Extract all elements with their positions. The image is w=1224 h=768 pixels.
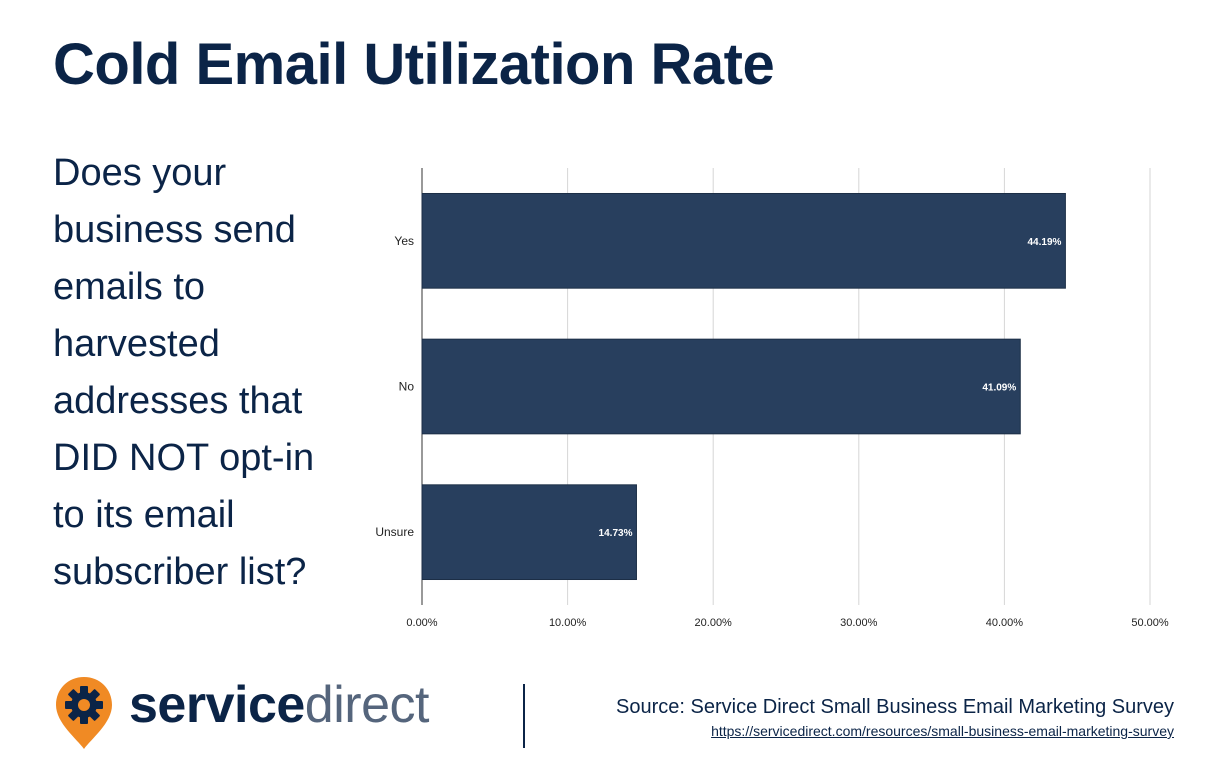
bar <box>421 192 1066 289</box>
category-label: Yes <box>394 234 414 248</box>
x-tick-label: 30.00% <box>840 617 878 629</box>
service-direct-logo: servicedirect <box>53 675 473 751</box>
x-tick-label: 20.00% <box>695 617 733 629</box>
category-label: No <box>399 380 415 394</box>
x-tick-label: 50.00% <box>1131 617 1169 629</box>
bar <box>421 338 1021 435</box>
data-label: 44.19% <box>1027 237 1061 248</box>
data-label: 41.09% <box>982 383 1016 394</box>
gear-pin-icon <box>56 677 112 749</box>
bar-chart-svg: 0.00% 10.00% 20.00% 30.00% 40.00% 50.00% Yes 44… <box>375 168 1169 629</box>
logo-service-text: service <box>129 676 305 734</box>
x-tick-label: 0.00% <box>406 617 437 629</box>
bar <box>421 484 637 581</box>
x-tick-label: 10.00% <box>549 617 587 629</box>
logo-direct-text: direct <box>304 676 430 734</box>
source-text: Source: Service Direct Small Business Em… <box>616 696 1174 718</box>
logo-wordmark: servicedirect <box>129 679 429 731</box>
bar-chart: 0.00% 10.00% 20.00% 30.00% 40.00% 50.00% Yes 44… <box>360 160 1190 640</box>
source-link[interactable]: https://servicedirect.com/resources/smal… <box>711 723 1174 739</box>
survey-question: Does your business send emails to harves… <box>53 152 315 593</box>
page-title: Cold Email Utilization Rate <box>53 32 775 97</box>
data-label: 14.73% <box>599 528 633 539</box>
category-label: Unsure <box>375 525 414 539</box>
footer-divider <box>523 684 525 748</box>
x-tick-label: 40.00% <box>986 617 1024 629</box>
